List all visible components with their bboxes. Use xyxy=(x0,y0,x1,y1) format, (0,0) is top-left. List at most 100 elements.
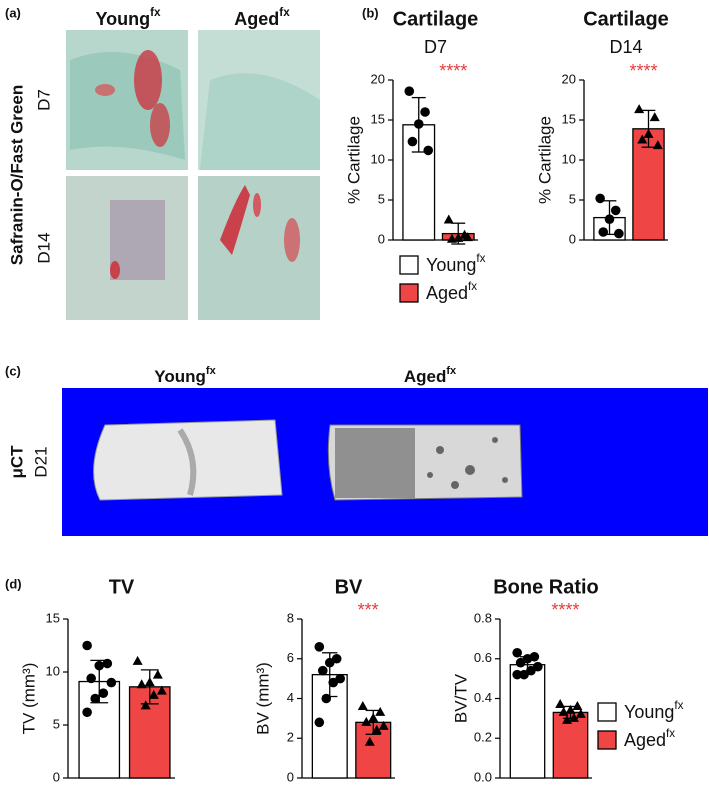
data-point xyxy=(423,145,434,156)
data-point xyxy=(314,642,325,652)
column-label: Agedfx xyxy=(404,365,457,386)
column-label-sup: fx xyxy=(206,365,217,377)
data-point xyxy=(512,669,522,680)
legend-label-sup: fx xyxy=(674,699,683,712)
panel-label: (c) xyxy=(5,363,21,378)
data-point xyxy=(152,669,163,679)
chart-subtitle: D7 xyxy=(424,37,447,57)
data-point xyxy=(375,706,386,716)
legend-swatch xyxy=(597,730,617,750)
significance: **** xyxy=(630,61,658,81)
y-axis-label: BV (mm³) xyxy=(253,662,272,735)
data-point xyxy=(144,677,155,687)
column-label-text: Aged xyxy=(234,9,279,29)
data-point xyxy=(361,716,372,726)
significance: *** xyxy=(358,600,379,620)
data-point xyxy=(156,685,167,695)
chart-title: Bone Ratio xyxy=(493,576,599,598)
data-point xyxy=(453,232,464,242)
legend-label-sup: fx xyxy=(468,280,477,293)
data-point xyxy=(610,205,621,216)
y-tick-label: 15 xyxy=(562,111,576,126)
histology-images xyxy=(66,30,320,320)
data-point xyxy=(98,688,109,698)
column-label-text: Aged xyxy=(404,367,447,386)
row-label: D7 xyxy=(34,89,53,111)
data-point xyxy=(317,665,328,676)
data-point xyxy=(404,86,415,96)
data-point xyxy=(565,704,576,714)
data-point xyxy=(140,700,151,710)
y-tick-label: 0.6 xyxy=(474,650,492,665)
legend-label: Youngfx xyxy=(426,252,486,275)
y-axis-label: % Cartilage xyxy=(535,116,554,204)
y-tick-label: 8 xyxy=(287,610,294,625)
significance: **** xyxy=(551,600,579,620)
legend-label-text: Aged xyxy=(426,283,468,303)
column-label-sup: fx xyxy=(150,6,161,19)
data-point xyxy=(575,708,586,718)
data-point xyxy=(314,717,325,728)
y-tick-label: 10 xyxy=(46,663,60,678)
legend-swatch xyxy=(597,702,617,722)
y-tick-label: 0.4 xyxy=(474,690,492,705)
method-label: μCT xyxy=(7,445,26,479)
data-point xyxy=(106,677,117,688)
y-tick-label: 0.2 xyxy=(474,730,492,745)
y-axis-label: % Cartilage xyxy=(344,116,363,204)
y-tick-label: 0.8 xyxy=(474,610,492,625)
data-point xyxy=(637,134,648,144)
chart-title: BV xyxy=(335,576,363,598)
column-label-text: Young xyxy=(95,9,150,29)
microct-image xyxy=(62,388,708,536)
data-point xyxy=(604,214,615,224)
panel-label: (d) xyxy=(5,576,22,591)
data-point xyxy=(562,714,573,724)
data-point xyxy=(368,712,379,722)
data-point xyxy=(378,720,389,730)
data-point xyxy=(82,640,92,651)
data-point xyxy=(512,647,522,658)
panel-label: (b) xyxy=(362,5,379,20)
legend-label-text: Young xyxy=(426,255,476,275)
legend-label-text: Aged xyxy=(624,730,666,750)
data-point xyxy=(420,107,430,117)
data-point xyxy=(102,658,113,669)
legend-swatch xyxy=(399,283,419,303)
data-point xyxy=(443,214,454,224)
y-tick-label: 6 xyxy=(287,650,294,665)
y-tick-label: 5 xyxy=(378,191,385,206)
y-tick-label: 10 xyxy=(371,151,385,166)
data-point xyxy=(649,112,660,122)
data-point xyxy=(555,698,566,708)
legend-label: Agedfx xyxy=(624,727,675,750)
data-point xyxy=(82,707,92,718)
bar xyxy=(509,664,546,779)
data-point xyxy=(148,689,159,699)
data-point xyxy=(446,233,457,243)
y-tick-label: 5 xyxy=(569,191,576,206)
data-point xyxy=(595,193,605,204)
y-tick-label: 15 xyxy=(371,111,385,126)
chart-title: Cartilage xyxy=(583,8,669,30)
y-tick-label: 0 xyxy=(53,769,60,784)
legend-label: Youngfx xyxy=(624,699,684,722)
data-point xyxy=(598,227,609,237)
data-point xyxy=(331,653,342,664)
y-tick-label: 2 xyxy=(287,730,294,745)
y-tick-label: 20 xyxy=(562,71,576,86)
y-tick-label: 20 xyxy=(371,71,385,86)
column-label: Youngfx xyxy=(154,365,216,386)
data-point xyxy=(614,228,624,239)
data-point xyxy=(634,104,645,114)
data-point xyxy=(136,679,147,689)
data-point xyxy=(652,140,663,150)
data-point xyxy=(90,693,101,704)
y-tick-label: 0.0 xyxy=(474,769,492,784)
y-tick-label: 0 xyxy=(378,231,385,246)
data-point xyxy=(407,136,418,147)
data-point xyxy=(324,657,335,668)
data-point xyxy=(86,673,96,684)
y-tick-label: 4 xyxy=(287,690,294,705)
